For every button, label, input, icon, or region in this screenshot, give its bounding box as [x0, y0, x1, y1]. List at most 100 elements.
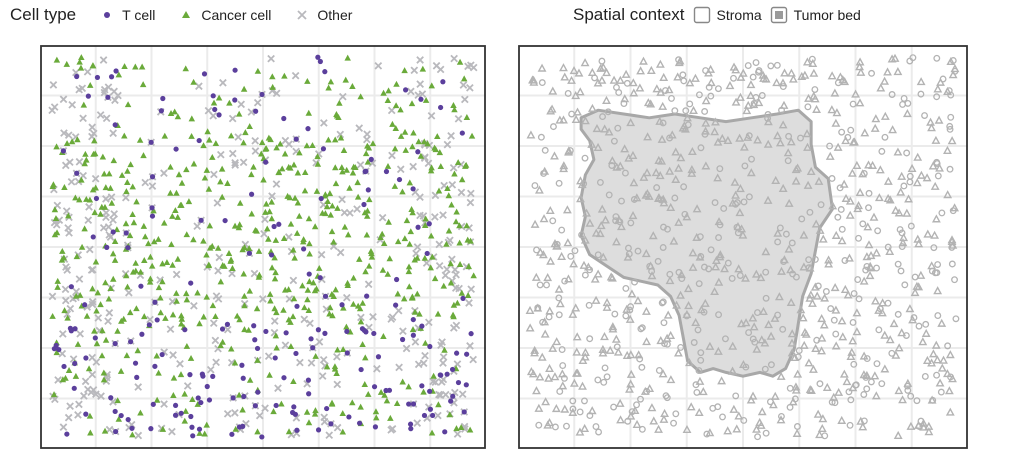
cancer-cell-marker	[402, 146, 409, 153]
cancer-cell-marker	[278, 165, 286, 172]
context-circle-marker	[734, 229, 742, 237]
cancer-cell-marker	[177, 371, 185, 378]
context-triangle-marker	[545, 306, 555, 315]
other-cell-marker	[416, 211, 424, 220]
context-triangle-marker	[652, 84, 662, 93]
context-triangle-marker	[604, 127, 614, 136]
cancer-cell-marker	[456, 58, 464, 65]
t-cell-marker	[344, 350, 350, 356]
context-triangle-marker	[648, 231, 658, 240]
other-cell-marker	[105, 309, 114, 317]
context-circle-marker	[745, 329, 753, 337]
cancer-cell-marker	[410, 129, 417, 136]
cancer-cell-marker	[145, 240, 152, 247]
cancer-cell-marker	[322, 210, 329, 217]
context-triangle-marker	[602, 297, 612, 307]
context-triangle-marker	[904, 194, 913, 203]
other-cell-marker	[421, 351, 429, 360]
context-triangle-marker	[850, 137, 859, 146]
cancer-cell-marker	[399, 378, 406, 385]
context-circle-marker	[709, 404, 717, 412]
context-circle-marker	[786, 403, 794, 411]
context-circle-marker	[898, 243, 906, 251]
context-circle-marker	[828, 175, 836, 182]
context-circle-marker	[777, 412, 785, 420]
context-circle-marker	[817, 201, 825, 209]
context-triangle-marker	[572, 347, 582, 356]
t-cell-marker	[463, 382, 469, 388]
other-cell-marker	[92, 390, 100, 398]
context-triangle-marker	[539, 214, 549, 223]
other-cell-marker	[114, 91, 122, 100]
context-triangle-marker	[554, 284, 564, 293]
t-cell-marker	[371, 330, 377, 337]
context-circle-marker	[900, 95, 908, 102]
cancer-cell-marker	[303, 408, 311, 415]
cancer-cell-marker	[343, 166, 350, 173]
cancer-cell-marker	[314, 160, 322, 167]
other-cell-marker	[374, 61, 383, 70]
cancer-cell-marker	[311, 410, 319, 417]
context-circle-marker	[921, 373, 929, 380]
context-triangle-marker	[609, 75, 619, 84]
cancer-cell-marker	[273, 144, 280, 151]
context-triangle-marker	[831, 230, 841, 239]
context-triangle-marker	[656, 87, 666, 96]
context-triangle-marker	[885, 335, 895, 344]
other-cell-marker	[110, 210, 119, 218]
cancer-cell-marker	[241, 326, 248, 333]
other-cell-marker	[378, 213, 387, 222]
t-cell-marker	[71, 385, 77, 391]
other-cell-marker	[281, 341, 290, 350]
context-circle-marker	[863, 385, 871, 393]
other-cell-marker	[274, 384, 282, 393]
context-circle-marker	[595, 428, 603, 436]
cancer-cell-marker	[214, 244, 222, 251]
other-cell-marker	[209, 319, 218, 328]
cancer-cell-marker	[99, 327, 106, 334]
t-cell-marker	[281, 375, 287, 381]
context-triangle-marker	[713, 173, 723, 182]
context-circle-marker	[711, 199, 719, 207]
other-cell-marker	[296, 358, 304, 367]
context-triangle-marker	[916, 270, 926, 279]
context-triangle-marker	[587, 139, 597, 148]
cancer-cell-marker	[414, 254, 421, 261]
context-circle-marker	[798, 215, 806, 223]
cancer-cell-marker	[239, 246, 246, 253]
t-cell-marker	[263, 159, 269, 165]
cancer-cell-marker	[59, 247, 66, 254]
context-circle-marker	[594, 251, 602, 259]
other-cell-marker	[419, 359, 428, 368]
cancer-cell-marker	[233, 312, 241, 319]
context-circle-marker	[907, 222, 915, 230]
context-circle-marker	[805, 256, 813, 264]
context-circle-marker	[636, 355, 644, 363]
context-circle-marker	[804, 103, 812, 111]
t-cell-marker	[322, 293, 329, 299]
context-circle-marker	[681, 210, 689, 218]
context-triangle-marker	[927, 123, 936, 132]
context-triangle-marker	[580, 235, 590, 244]
cancer-cell-marker	[384, 162, 392, 169]
context-triangle-marker	[666, 375, 676, 384]
cancer-cell-marker	[464, 292, 472, 298]
cancer-cell-marker	[250, 163, 257, 170]
cancer-cell-marker	[428, 164, 435, 171]
context-circle-marker	[865, 189, 873, 197]
t-cell-marker	[273, 402, 279, 409]
context-circle-marker	[653, 184, 661, 192]
context-triangle-marker	[809, 364, 818, 373]
context-triangle-marker	[806, 166, 816, 176]
context-triangle-marker	[776, 415, 786, 424]
context-triangle-marker	[568, 309, 578, 318]
cancer-cell-marker	[181, 417, 189, 424]
cancer-cell-marker	[159, 278, 166, 285]
context-triangle-marker	[859, 276, 869, 285]
context-circle-marker	[693, 388, 701, 396]
context-circle-marker	[860, 170, 868, 177]
other-cell-marker	[85, 203, 93, 211]
context-triangle-marker	[788, 74, 798, 83]
cancer-cell-marker	[363, 231, 371, 238]
cancer-cell-marker	[377, 234, 384, 241]
